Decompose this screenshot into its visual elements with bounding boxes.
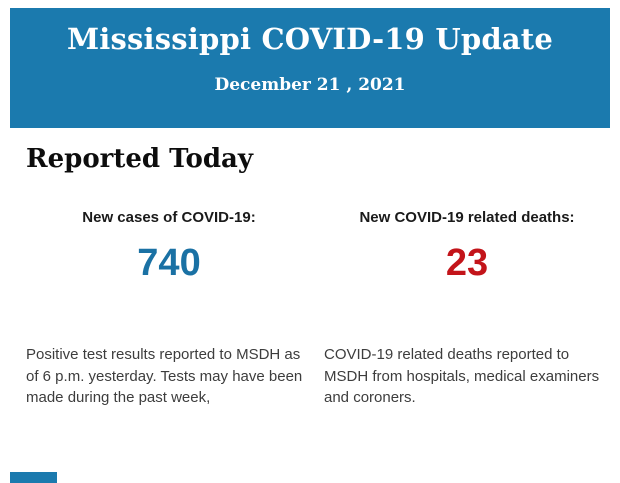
new-cases-description: Positive test results reported to MSDH a… <box>26 345 303 407</box>
new-deaths-description: COVID-19 related deaths reported to MSDH… <box>324 345 600 407</box>
new-cases-value: 740 <box>137 241 201 284</box>
header-banner: Mississippi COVID-19 Update December 21 … <box>10 8 610 128</box>
stats-row: New cases of COVID-19: 740 Positive test… <box>26 209 610 409</box>
new-deaths-label: New COVID-19 related deaths: <box>359 208 575 226</box>
new-deaths-value: 23 <box>445 241 489 284</box>
header-date: December 21 , 2021 <box>214 75 406 95</box>
section-heading: Reported Today <box>26 144 253 174</box>
page-title: Mississippi COVID-19 Update <box>66 22 554 56</box>
stat-new-deaths: New COVID-19 related deaths: 23 COVID-19… <box>324 209 610 409</box>
stat-new-cases: New cases of COVID-19: 740 Positive test… <box>26 209 312 409</box>
partial-next-section-band <box>10 472 57 483</box>
main-content: Reported Today New cases of COVID-19: 74… <box>0 128 620 409</box>
new-cases-label: New cases of COVID-19: <box>82 208 256 226</box>
